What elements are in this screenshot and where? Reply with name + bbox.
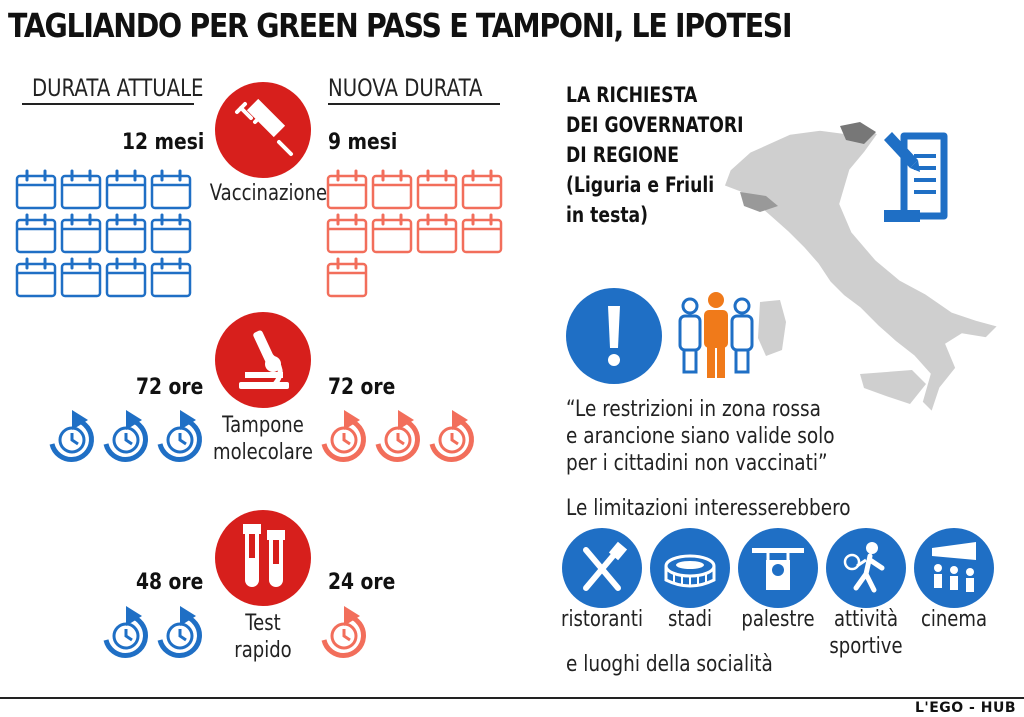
test-tubes-icon [215,510,311,606]
friuli-region [840,122,876,144]
calendar-icon [326,169,368,210]
quote-text: “Le restrizioni in zona rossa e arancion… [566,396,835,477]
clock-arrow-icon [321,410,366,462]
calendar-icon [60,213,102,254]
people-group-icon [678,292,754,378]
microscope-icon [215,312,311,408]
clock-icons-rapid-current [103,606,202,658]
calendar-icon [416,169,458,210]
request-text: LA RICHIESTA DEI GOVERNATORI DI REGIONE … [566,80,744,230]
vaccination-current: 12 mesi [122,130,205,155]
rapid-current: 48 ore [136,570,204,595]
document-pen-icon [884,132,948,222]
calendar-icon [461,169,503,210]
clock-arrow-icon [321,606,366,658]
clock-arrow-icon [429,410,474,462]
calendar-icon [105,169,147,210]
calendar-icon [60,257,102,298]
tennis-player-icon [826,528,906,608]
page-title: TAGLIANDO PER GREEN PASS E TAMPONI, LE I… [8,6,793,45]
limitation-label-attivita-sportive: attività sportive [825,606,907,660]
limitations-outro: e luoghi della socialità [566,652,773,677]
cutlery-icon [562,528,642,608]
request-line5: in testa) [566,203,649,227]
calendar-icon [326,257,368,298]
calendar-icon [105,257,147,298]
clock-arrow-icon [157,410,202,462]
rapid-label-line1: Test [245,611,281,636]
molecular-label-line1: Tampone [222,413,304,438]
calendar-grid-new [326,169,503,298]
calendar-icon [371,169,413,210]
clock-arrow-icon [49,410,94,462]
vaccination-label: Vaccinazione [209,181,328,206]
molecular-current: 72 ore [136,375,204,400]
calendar-icon [416,213,458,254]
quote-line1: “Le restrizioni in zona rossa [566,397,821,422]
calendar-icon [461,213,503,254]
request-line2: DEI GOVERNATORI [566,113,744,137]
italy-mainland [723,123,1000,414]
sardinia [758,300,786,356]
header-new-rule [328,103,500,105]
limitation-label-sportive: sportive [829,634,903,659]
clock-arrow-icon [103,410,148,462]
calendar-icon [15,213,57,254]
rapid-new: 24 ore [328,570,396,595]
footer-rule [0,697,1024,699]
clock-icons-molecular-new [321,410,474,462]
italy-map [723,122,1000,414]
header-current: DURATA ATTUALE [32,74,204,102]
calendar-icon [150,257,192,298]
request-line3: DI REGIONE [566,143,680,167]
rapid-label-line2: rapido [234,638,292,663]
clock-icons-rapid-new [321,606,366,658]
credit: L'EGO - HUB [915,700,1016,716]
calendar-icon [326,213,368,254]
clock-arrow-icon [375,410,420,462]
stadium-icon [650,528,730,608]
calendar-icon [150,169,192,210]
liguria-region [740,192,778,212]
clock-icons-molecular-current [49,410,202,462]
limitation-label-cinema: cinema [920,607,988,632]
clock-arrow-icon [103,606,148,658]
rapid-label: Test rapido [208,610,318,664]
calendar-icon [15,257,57,298]
quote-line3: per i cittadini non vaccinati” [566,451,828,476]
header-current-rule [22,103,194,105]
calendar-icon [371,213,413,254]
limitations-intro: Le limitazioni interesserebbero [566,496,851,521]
limitation-label-stadi: stadi [668,607,712,632]
molecular-new: 72 ore [328,375,396,400]
header-new: NUOVA DURATA [328,74,483,102]
calendar-grid-current [15,169,192,298]
molecular-label: Tampone molecolare [208,412,318,466]
exclamation-icon [566,288,662,384]
limitation-label-attivita: attività [833,607,899,632]
cinema-audience-icon [914,528,994,608]
request-line1: LA RICHIESTA [566,83,698,107]
clock-arrow-icon [157,606,202,658]
calendar-icon [15,169,57,210]
molecular-label-line2: molecolare [213,440,313,465]
vaccination-new: 9 mesi [328,130,398,155]
request-line4: (Liguria e Friuli [566,173,715,197]
syringe-icon [215,82,311,178]
sicily [860,370,926,404]
calendar-icon [60,169,102,210]
quote-line2: e arancione siano valide solo [566,424,835,449]
calendar-icon [105,213,147,254]
limitation-label-palestre: palestre [741,607,815,632]
limitation-label-ristoranti: ristoranti [561,607,643,632]
weightlifting-icon [738,528,818,608]
calendar-icon [150,213,192,254]
